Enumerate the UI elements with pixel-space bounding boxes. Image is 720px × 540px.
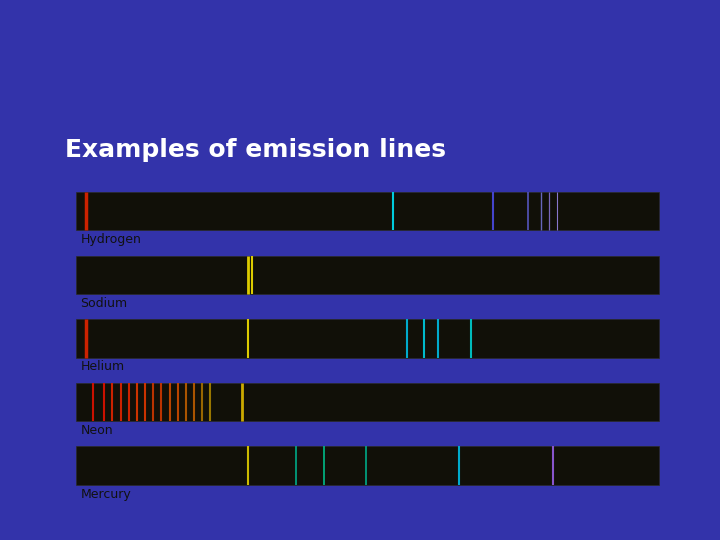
Text: Examples of emission lines: Examples of emission lines xyxy=(65,138,446,162)
Bar xyxy=(76,255,659,294)
Bar xyxy=(76,192,659,231)
Text: Helium: Helium xyxy=(81,360,125,373)
Text: Neon: Neon xyxy=(81,424,113,437)
Text: Mercury: Mercury xyxy=(81,488,131,501)
Bar xyxy=(76,319,659,357)
Text: Sodium: Sodium xyxy=(81,297,127,310)
Bar xyxy=(76,447,659,485)
Text: Hydrogen: Hydrogen xyxy=(81,233,141,246)
Bar xyxy=(76,383,659,421)
